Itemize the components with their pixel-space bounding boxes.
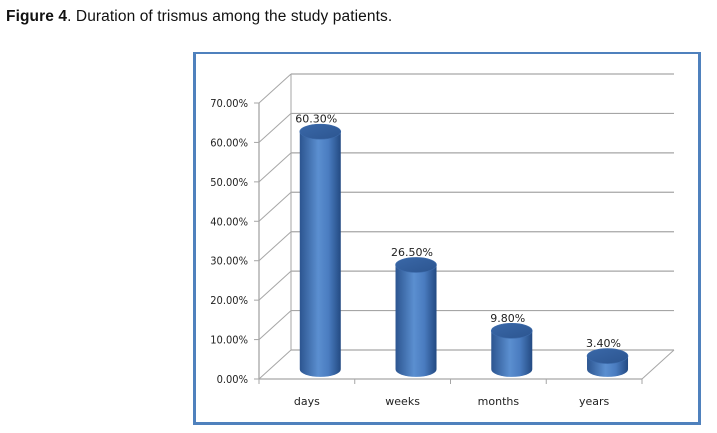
x-category-label: weeks (385, 395, 420, 408)
x-category-label: days (294, 395, 320, 408)
side-wall-line (258, 270, 292, 301)
side-wall-line (258, 349, 292, 380)
side-wall-line (258, 310, 292, 340)
bar (395, 257, 437, 377)
bar-body (491, 330, 533, 377)
y-tick-label: 70.00% (210, 97, 248, 110)
caption-text: . Duration of trismus among the study pa… (67, 8, 393, 25)
data-label: 26.50% (391, 246, 433, 259)
bar (586, 348, 629, 377)
chart-frame (193, 52, 701, 425)
y-tick-label: 50.00% (210, 176, 248, 189)
data-label: 60.30% (295, 113, 337, 126)
bar (490, 322, 533, 377)
side-wall-line (258, 231, 292, 262)
floor-right-edge (641, 349, 675, 380)
bar-top (490, 322, 533, 339)
y-tick-label: 40.00% (210, 215, 248, 228)
side-wall-line (258, 191, 292, 222)
y-tick-label: 30.00% (210, 255, 248, 268)
axes (254, 102, 643, 384)
bar-top (299, 123, 342, 140)
bar (299, 123, 342, 377)
figure-caption: Figure 4. Duration of trismus among the … (6, 8, 392, 26)
data-label: 9.80% (490, 312, 525, 325)
side-wall-line (258, 113, 292, 143)
x-category-label: years (579, 395, 610, 408)
side-wall-line (258, 73, 292, 104)
labels: 0.00% 10.00% 20.00% 30.00% 40.00% 50.00% 60.00… (210, 97, 621, 408)
side-wall-line (258, 152, 292, 183)
bars (299, 123, 629, 377)
y-tick-label: 10.00% (210, 334, 248, 347)
x-category-label: months (478, 395, 520, 408)
figure-label: Figure 4 (6, 8, 68, 25)
y-tick-label: 60.00% (210, 136, 248, 149)
y-tick-label: 20.00% (210, 294, 248, 307)
y-tick-label: 0.00% (217, 373, 248, 386)
bar-top (395, 257, 437, 273)
bar-top (586, 348, 629, 364)
bar-body (299, 131, 341, 377)
data-label: 3.40% (586, 337, 621, 350)
bar-body (395, 264, 437, 377)
